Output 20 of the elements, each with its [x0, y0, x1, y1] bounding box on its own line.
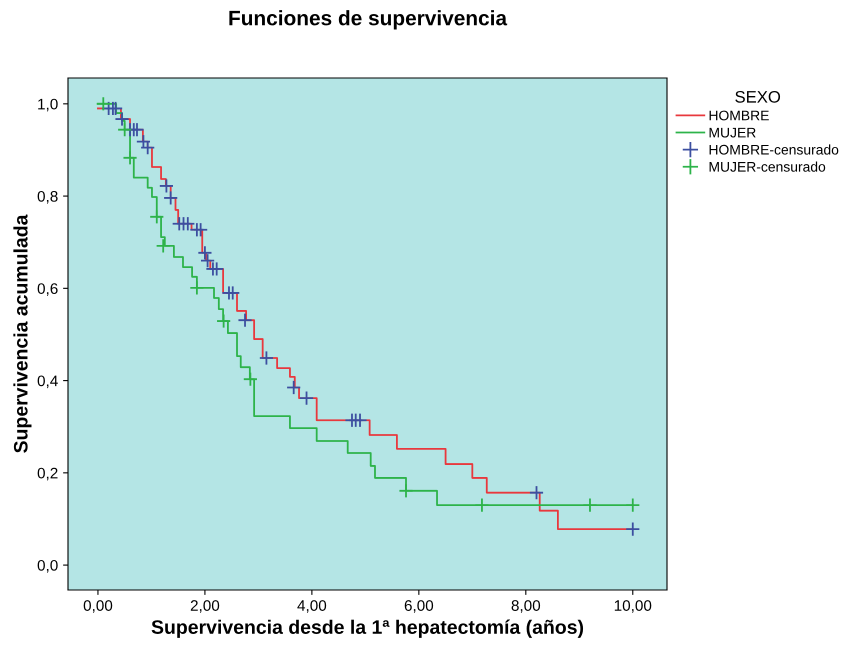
legend-label: MUJER: [710, 128, 756, 138]
y-tick-label: 0,2: [38, 468, 58, 480]
y-tick-label: 0,6: [38, 283, 58, 296]
y-tick-label: 0,8: [38, 190, 58, 204]
legend-label: MUJER-censurado: [710, 162, 826, 172]
y-tick-label: 0,0: [38, 560, 58, 573]
x-tick-label: 2,00: [190, 600, 220, 613]
legend-label: HOMBRE-censurado: [710, 144, 838, 155]
y-axis-title: Supervivencia acumulada: [13, 214, 32, 453]
x-axis-title: Supervivencia desde la 1ª hepatectomía (años): [152, 620, 584, 638]
y-tick-label: 0,4: [38, 375, 58, 388]
legend-label: HOMBRE: [710, 110, 769, 120]
legend-title: SEXO: [735, 90, 780, 103]
y-tick-label: 1,0: [38, 98, 58, 112]
x-tick-label: 6,00: [404, 600, 434, 613]
x-tick-label: 4,00: [297, 600, 326, 613]
x-tick-label: 10,00: [614, 600, 652, 613]
x-tick-label: 8,00: [512, 600, 540, 613]
x-tick-label: 0,00: [84, 600, 112, 613]
chart-title: Funciones de supervivencia: [229, 10, 508, 30]
